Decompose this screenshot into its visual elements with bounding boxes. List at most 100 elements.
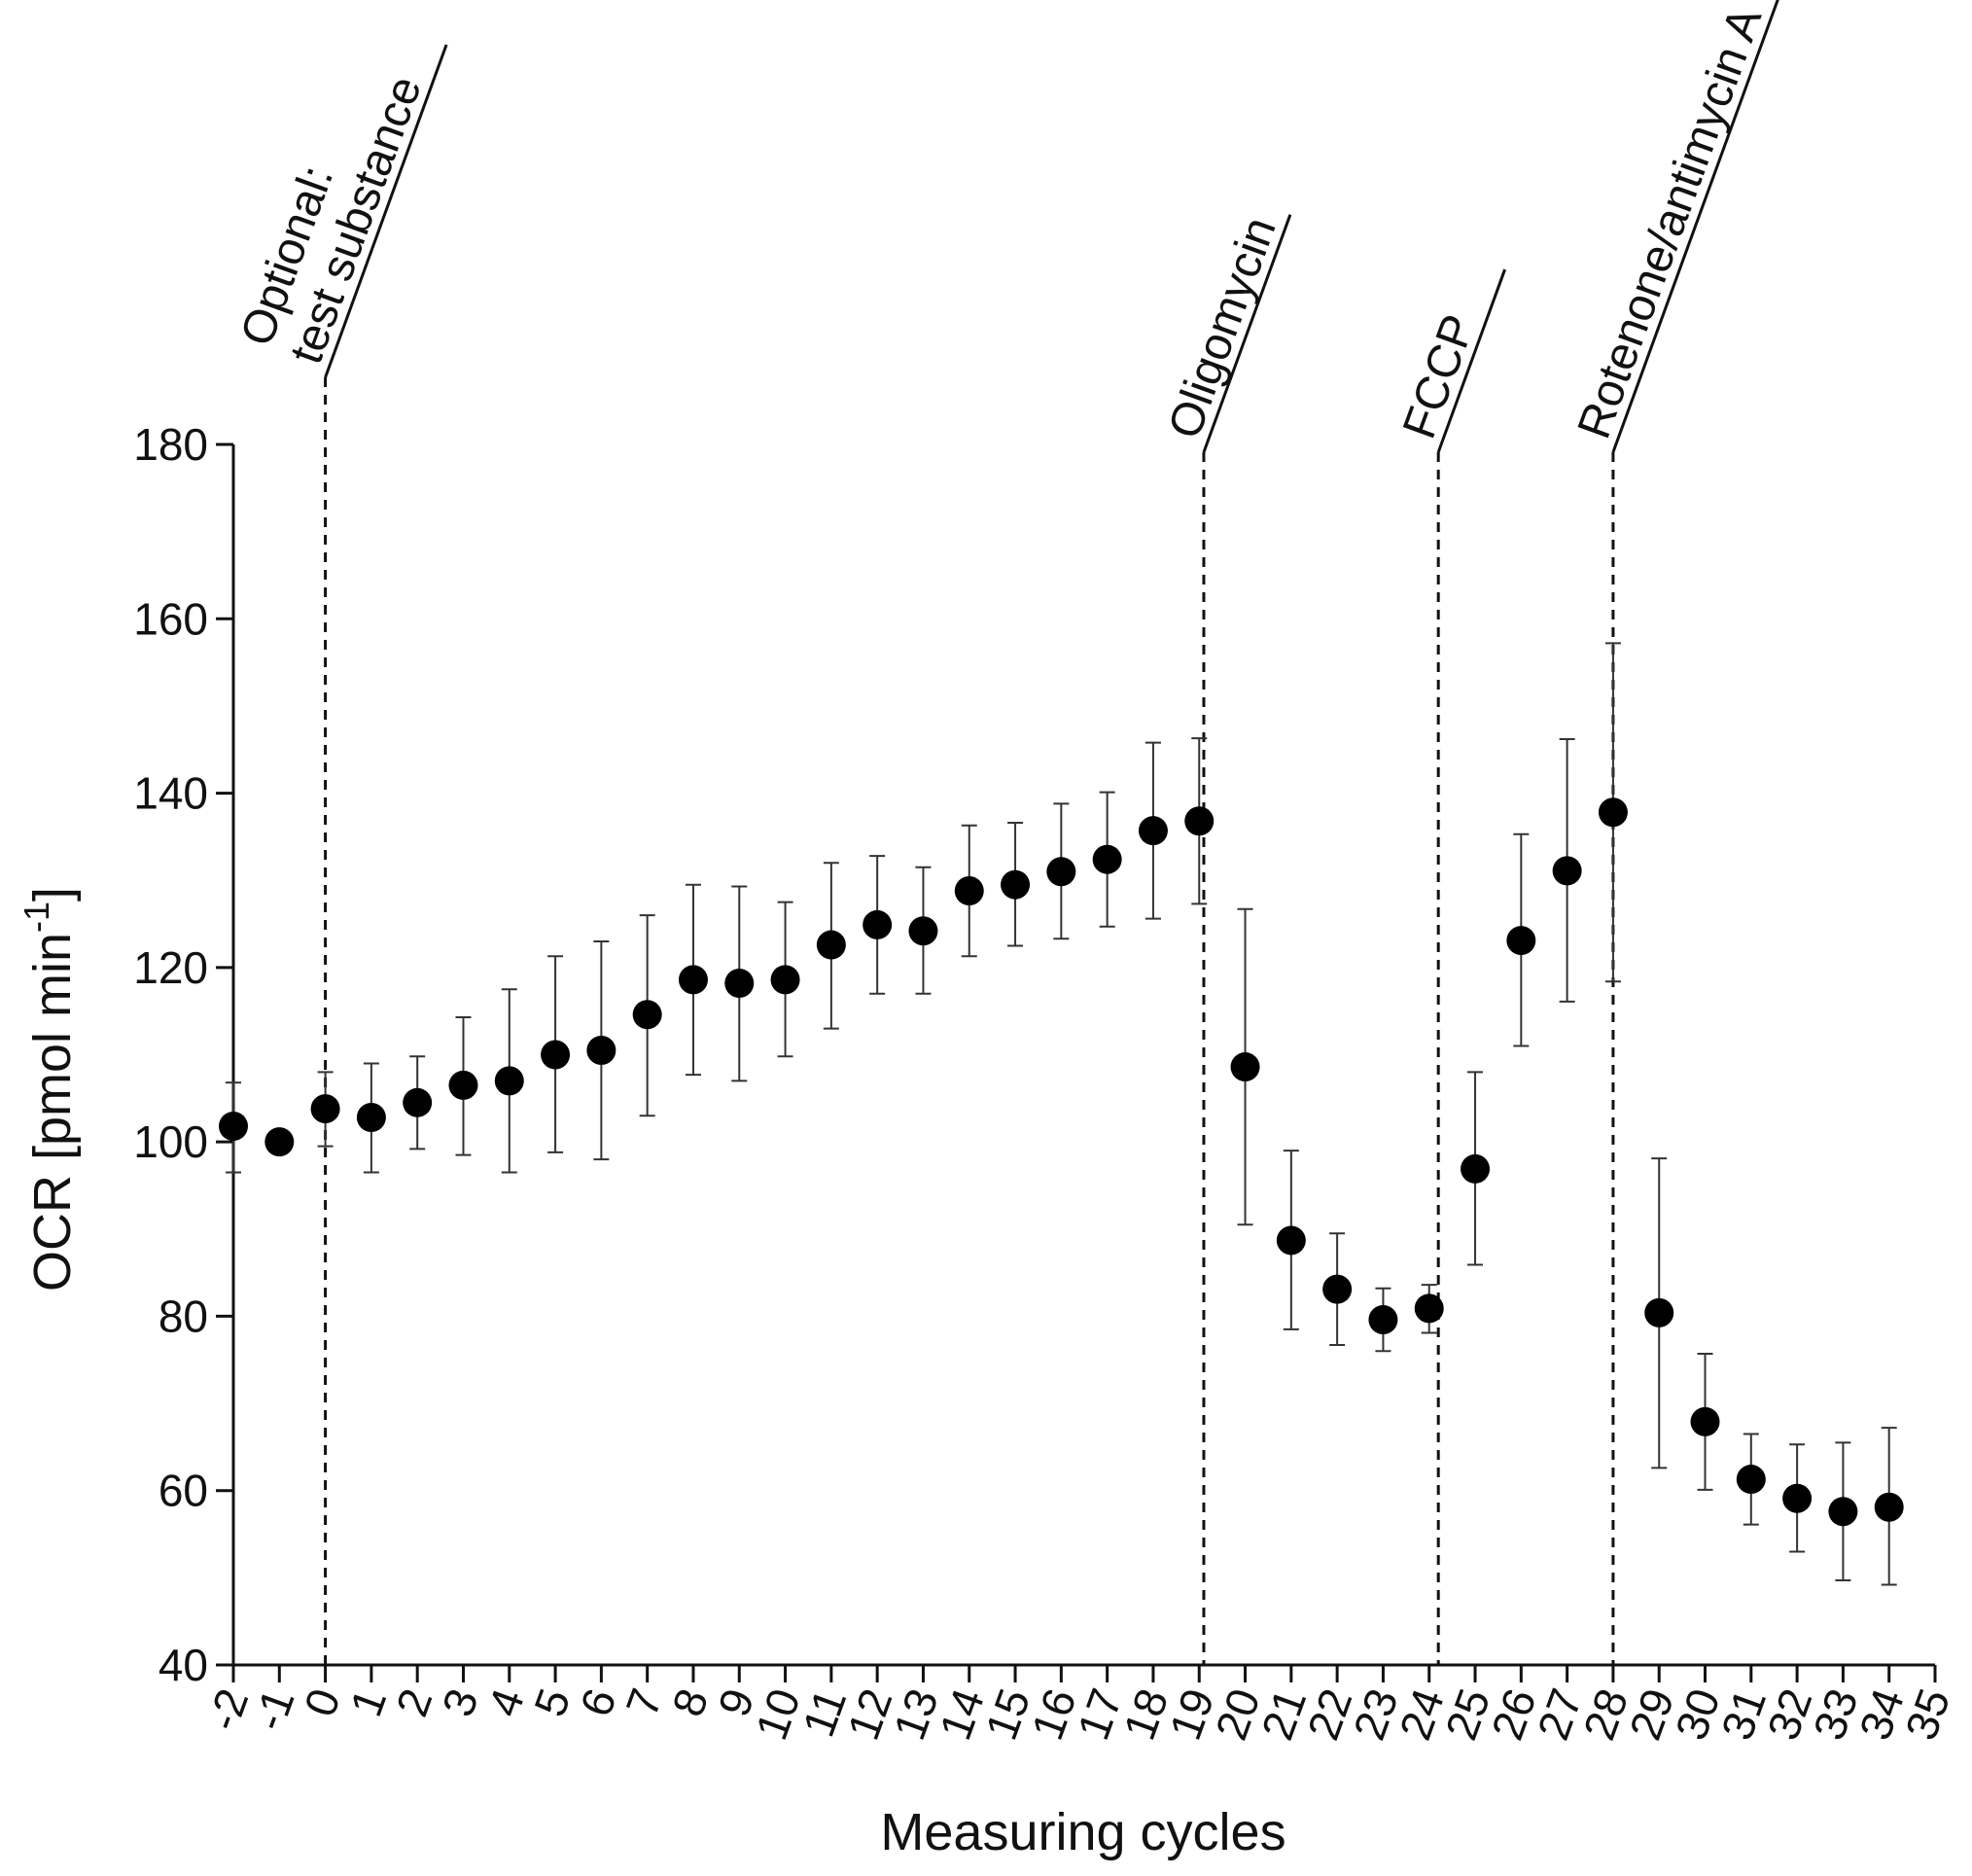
point-marker bbox=[448, 1070, 478, 1100]
data-point bbox=[1552, 737, 1582, 1003]
y-axis-title: OCR [pmol min-1] bbox=[17, 887, 82, 1292]
data-point bbox=[1092, 791, 1122, 928]
point-marker bbox=[1736, 1465, 1766, 1495]
data-point bbox=[403, 1055, 433, 1150]
point-marker bbox=[724, 968, 755, 998]
data-point bbox=[586, 939, 616, 1161]
data-point bbox=[264, 1127, 295, 1157]
point-marker bbox=[1598, 797, 1628, 828]
annotation-label: Optional:test substance bbox=[231, 44, 448, 378]
annotation-underline bbox=[1611, 0, 1788, 453]
data-point bbox=[1368, 1287, 1398, 1353]
annotation-label: FCCP bbox=[1393, 268, 1507, 453]
data-point bbox=[1461, 1071, 1491, 1266]
y-tick-label: 60 bbox=[158, 1466, 208, 1516]
point-marker bbox=[494, 1066, 524, 1096]
data-point bbox=[1782, 1443, 1813, 1553]
point-marker bbox=[1138, 816, 1168, 846]
data-point bbox=[219, 1081, 248, 1174]
annotation-label: Rotenone/antimycin A bbox=[1568, 0, 1788, 453]
data-point bbox=[1598, 642, 1628, 983]
data-point bbox=[1690, 1352, 1720, 1491]
point-marker bbox=[678, 965, 708, 995]
data-point bbox=[1506, 832, 1536, 1047]
x-tick-label: 35 bbox=[1895, 1682, 1959, 1747]
data-point bbox=[954, 824, 984, 958]
point-marker bbox=[770, 965, 800, 995]
point-marker bbox=[264, 1127, 295, 1157]
data-point bbox=[770, 901, 800, 1058]
data-point bbox=[356, 1062, 386, 1174]
point-marker bbox=[1184, 806, 1215, 836]
annotation-text: FCCP bbox=[1393, 308, 1485, 445]
data-point bbox=[632, 914, 662, 1117]
annotation-underline bbox=[1436, 268, 1507, 453]
data-point bbox=[1230, 907, 1260, 1226]
point-marker bbox=[1046, 857, 1076, 887]
point-marker bbox=[1552, 856, 1582, 886]
point-marker bbox=[541, 1040, 571, 1070]
data-point bbox=[1276, 1150, 1306, 1330]
data-point bbox=[678, 883, 708, 1077]
data-point bbox=[1736, 1433, 1766, 1526]
y-tick-label: 40 bbox=[158, 1640, 208, 1690]
y-axis: 40 60 80 100 120 140 160 180 bbox=[133, 419, 235, 1690]
annotation-text: Rotenone/antimycin A bbox=[1568, 1, 1773, 445]
point-marker bbox=[632, 1000, 662, 1030]
point-marker bbox=[816, 930, 846, 960]
y-axis-title-main: OCR [pmol min bbox=[23, 933, 82, 1292]
y-tick-label: 160 bbox=[133, 593, 208, 644]
data-point bbox=[448, 1015, 478, 1156]
annotation-text: Oligomycin bbox=[1159, 211, 1286, 445]
point-marker bbox=[586, 1036, 616, 1066]
point-marker bbox=[954, 875, 984, 905]
x-tick-label: -1 bbox=[243, 1682, 304, 1737]
point-marker bbox=[310, 1094, 340, 1124]
point-marker bbox=[1368, 1305, 1398, 1335]
annotation-underline bbox=[1202, 214, 1292, 453]
data-point bbox=[1138, 741, 1168, 920]
point-marker bbox=[1690, 1406, 1720, 1436]
y-tick-label: 180 bbox=[133, 419, 208, 470]
point-marker bbox=[1001, 869, 1031, 900]
data-points bbox=[219, 642, 1904, 1586]
annotation-underline bbox=[324, 44, 448, 378]
y-tick-label: 120 bbox=[133, 942, 208, 993]
data-point bbox=[1414, 1284, 1444, 1334]
point-marker bbox=[1874, 1492, 1904, 1522]
point-marker bbox=[1782, 1483, 1813, 1513]
annotation-label: Oligomycin bbox=[1159, 211, 1292, 453]
point-marker bbox=[219, 1112, 248, 1142]
y-axis-title-close: ] bbox=[23, 887, 82, 902]
data-point bbox=[494, 988, 524, 1174]
data-point bbox=[1046, 802, 1076, 940]
x-axis-title: Measuring cycles bbox=[880, 1803, 1285, 1861]
injection-annotations: Optional:test substance Oligomycin FCCP Rot… bbox=[231, 0, 1788, 1665]
data-point bbox=[1828, 1441, 1858, 1582]
data-point bbox=[1874, 1427, 1904, 1586]
data-point bbox=[908, 866, 938, 995]
point-marker bbox=[908, 916, 938, 946]
data-point bbox=[1184, 737, 1215, 905]
data-point bbox=[541, 955, 571, 1153]
x-axis: -2-1012345678910111213141516171819202122… bbox=[197, 1663, 1959, 1747]
point-marker bbox=[1828, 1497, 1858, 1527]
data-point bbox=[310, 1071, 340, 1148]
y-tick-label: 100 bbox=[133, 1116, 208, 1167]
point-marker bbox=[1092, 844, 1122, 874]
point-marker bbox=[1644, 1297, 1674, 1327]
point-marker bbox=[1230, 1052, 1260, 1082]
point-marker bbox=[356, 1103, 386, 1133]
point-marker bbox=[1461, 1153, 1491, 1184]
point-marker bbox=[1276, 1225, 1306, 1256]
point-marker bbox=[1506, 926, 1536, 956]
data-point bbox=[863, 855, 893, 995]
data-point bbox=[1644, 1157, 1674, 1469]
point-marker bbox=[863, 909, 893, 939]
y-tick-label: 140 bbox=[133, 768, 208, 819]
data-point bbox=[1001, 822, 1031, 947]
point-marker bbox=[1322, 1274, 1353, 1304]
data-point bbox=[816, 862, 846, 1030]
y-tick-label: 80 bbox=[158, 1291, 208, 1341]
